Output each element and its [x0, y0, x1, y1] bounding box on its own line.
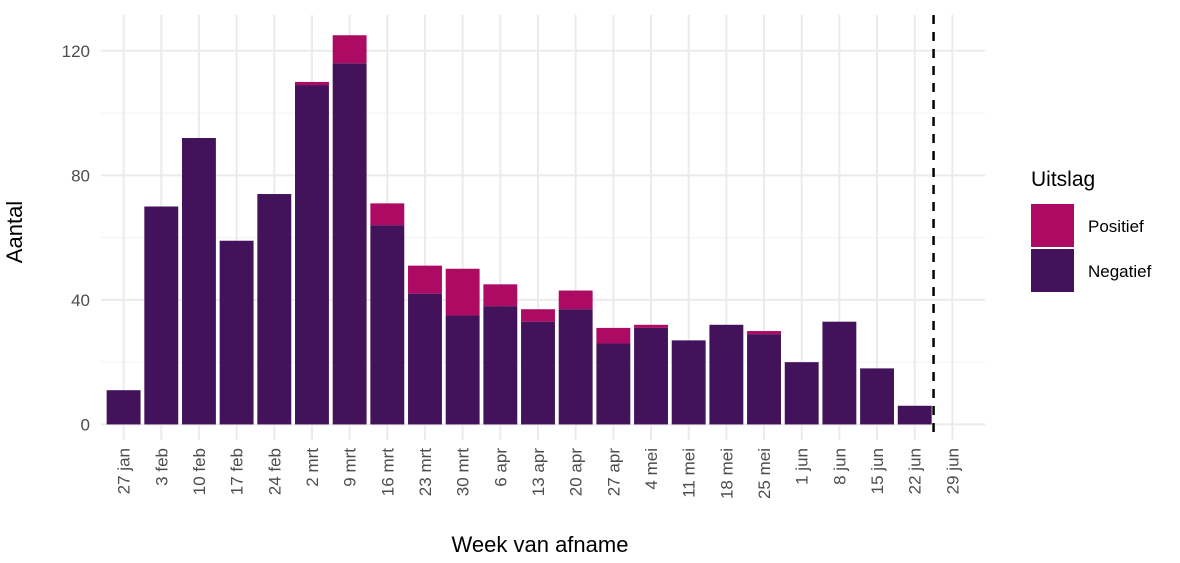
- bar-segment: [860, 368, 895, 425]
- x-tick-label: 11 mei: [680, 448, 699, 498]
- x-tick-label: 3 feb: [152, 448, 171, 486]
- bar-segment: [784, 362, 819, 425]
- x-tick-label: 13 apr: [529, 448, 548, 497]
- bar-segment: [483, 306, 518, 425]
- bar-segment: [295, 85, 329, 425]
- bar-segment: [558, 290, 593, 310]
- bar-segment: [747, 334, 781, 425]
- bar-segment: [634, 324, 668, 328]
- bar-segment: [370, 225, 405, 425]
- bar-segment: [408, 293, 442, 425]
- x-tick-label: 6 apr: [491, 448, 510, 487]
- x-tick-label: 8 jun: [830, 448, 849, 485]
- legend-swatch: [1031, 204, 1074, 247]
- y-tick-label: 0: [81, 415, 90, 434]
- x-tick-label: 24 feb: [265, 448, 284, 495]
- bar-segment: [106, 390, 141, 425]
- x-tick-label: 2 mrt: [303, 448, 322, 487]
- bar-segment: [596, 343, 631, 425]
- bar-segment: [257, 194, 292, 425]
- y-tick-label: 80: [71, 166, 90, 185]
- x-tick-label: 15 jun: [868, 448, 887, 494]
- x-tick-label: 10 feb: [190, 448, 209, 495]
- x-tick-label: 23 mrt: [416, 448, 435, 496]
- legend-swatch: [1031, 249, 1074, 292]
- bar-segment: [521, 321, 555, 425]
- x-tick-label: 27 apr: [604, 448, 623, 497]
- x-axis-title: Week van afname: [452, 532, 629, 557]
- x-tick-label: 16 mrt: [378, 448, 397, 496]
- bar-segment: [747, 331, 781, 335]
- bar-segment: [521, 309, 555, 322]
- x-tick-label: 20 apr: [567, 448, 586, 497]
- bar-segment: [671, 340, 706, 425]
- y-axis-title: Aantal: [2, 201, 27, 263]
- bar-segment: [445, 315, 480, 425]
- bar-segment: [634, 327, 668, 425]
- bar-segment: [144, 206, 179, 425]
- bar-segment: [558, 309, 593, 425]
- bar-segment: [483, 284, 518, 307]
- x-tick-label: 17 feb: [228, 448, 247, 495]
- bar-segment: [822, 321, 857, 425]
- x-tick-label: 25 mei: [755, 448, 774, 499]
- bar-segment: [709, 324, 744, 425]
- legend-title: Uitslag: [1031, 168, 1095, 191]
- bar-segment: [332, 35, 367, 64]
- legend-label: Negatief: [1088, 262, 1152, 281]
- bar-segment: [332, 63, 367, 425]
- bar-segment: [219, 240, 254, 425]
- x-tick-label: 18 mei: [717, 448, 736, 499]
- x-tick-label: 29 jun: [943, 448, 962, 494]
- bar-segment: [181, 137, 216, 425]
- x-tick-label: 30 mrt: [454, 448, 473, 496]
- y-tick-label: 120: [62, 42, 90, 61]
- bar-segment: [370, 203, 405, 226]
- bar-segment: [897, 405, 932, 425]
- y-tick-label: 40: [71, 291, 90, 310]
- x-tick-label: 27 jan: [115, 448, 134, 494]
- bar-segment: [295, 81, 329, 86]
- x-tick-label: 4 mei: [642, 448, 661, 490]
- bar-segment: [445, 268, 480, 316]
- legend-label: Positief: [1088, 217, 1144, 236]
- bar-segment: [596, 327, 631, 344]
- x-tick-label: 9 mrt: [341, 448, 360, 487]
- x-tick-label: 1 jun: [793, 448, 812, 485]
- bar-segment: [408, 265, 442, 294]
- x-tick-label: 22 jun: [906, 448, 925, 494]
